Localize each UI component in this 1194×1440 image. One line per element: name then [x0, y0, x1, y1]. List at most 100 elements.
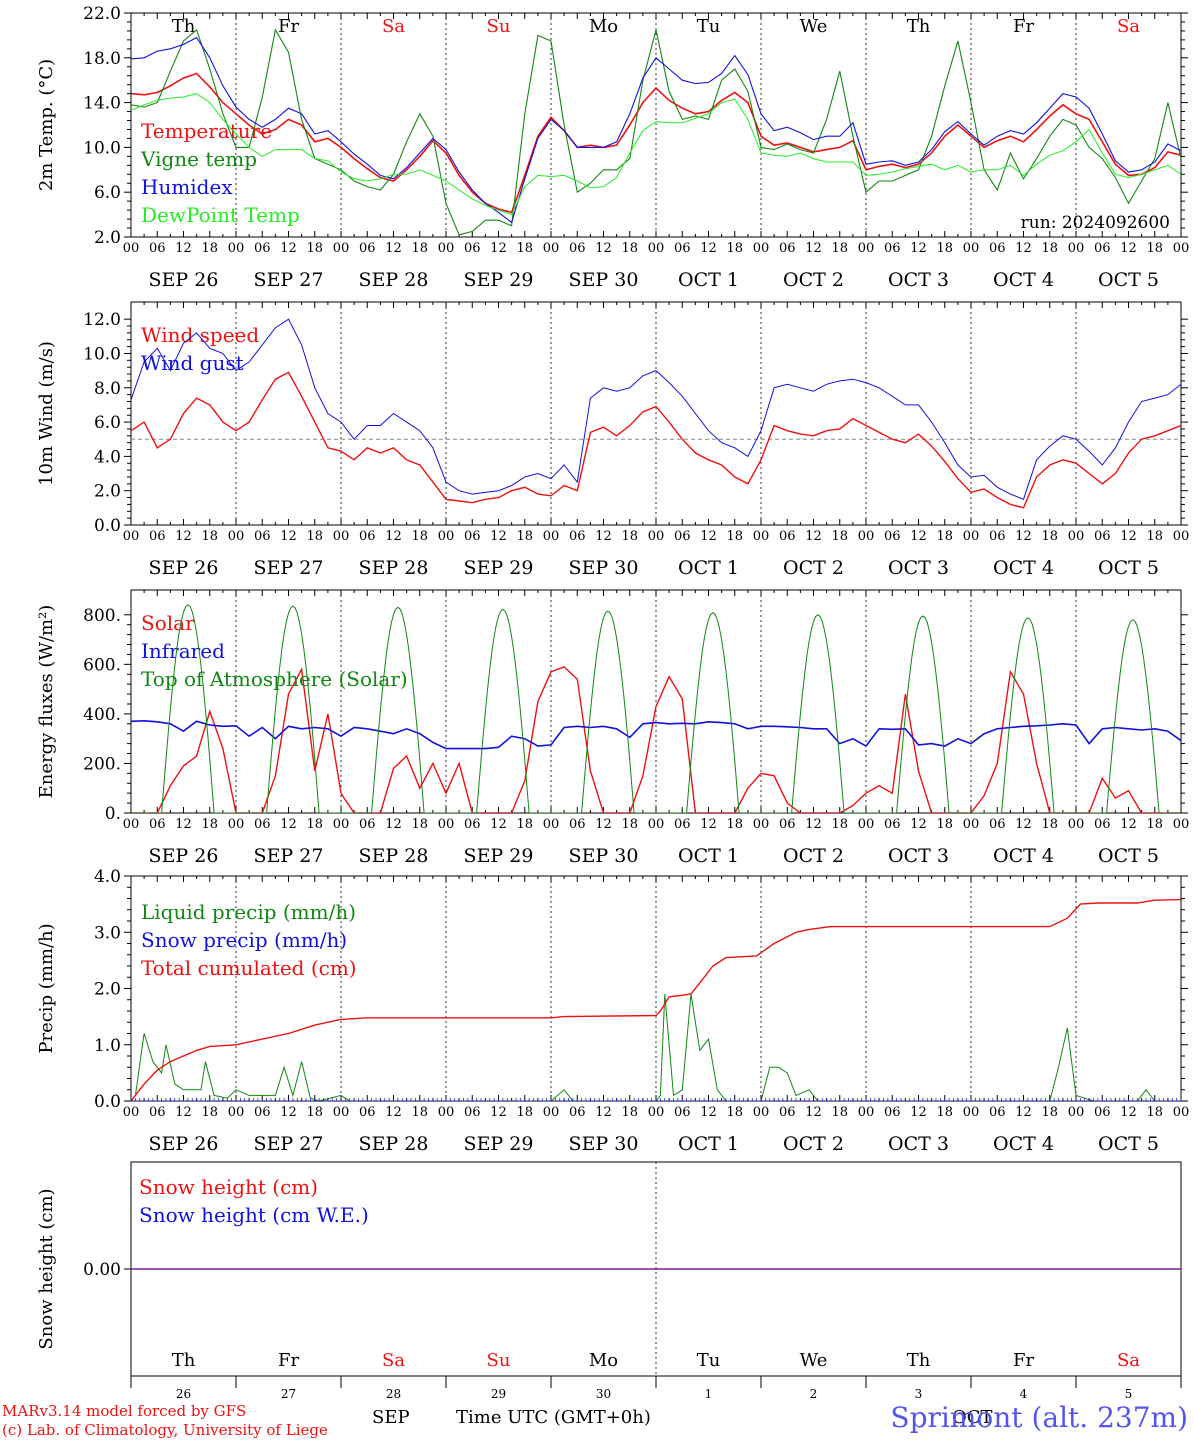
- date-number: 4: [1020, 1387, 1028, 1401]
- hour-tick-label: 12: [1015, 1105, 1032, 1120]
- series-line-1: [131, 318, 1181, 500]
- weekday-label: Fr: [278, 16, 299, 37]
- date-label: SEP 30: [569, 845, 639, 867]
- weekday-label: Tu: [697, 1350, 721, 1371]
- date-label: SEP 30: [569, 269, 639, 291]
- hour-tick-label: 06: [464, 529, 481, 544]
- month-label-sep: SEP: [372, 1407, 410, 1428]
- hour-tick-label: 06: [1094, 817, 1111, 832]
- legend-entry: Humidex: [141, 175, 233, 199]
- hour-tick-label: 12: [805, 529, 822, 544]
- date-label: OCT 2: [783, 557, 844, 579]
- hour-tick-label: 12: [175, 241, 192, 256]
- series-line-2: [131, 898, 1181, 1101]
- lab-credit: (c) Lab. of Climatology, University of L…: [2, 1421, 328, 1439]
- date-number: 3: [915, 1387, 923, 1401]
- date-label: SEP 29: [464, 1133, 534, 1155]
- hour-tick-label: 06: [359, 529, 376, 544]
- hour-tick-label: 12: [700, 817, 717, 832]
- date-label: SEP 26: [149, 269, 219, 291]
- time-axis-label: Time UTC (GMT+0h): [456, 1407, 651, 1428]
- legend-entry: Temperature: [141, 119, 272, 143]
- date-label: SEP 29: [464, 845, 534, 867]
- panel-3: 0.0 1.0 2.0 3.0 4.0 Precip (mm/h) 00 06 12 18 00 06…: [36, 867, 1189, 1155]
- date-label: OCT 3: [888, 1133, 949, 1155]
- hour-tick-label: 12: [385, 817, 402, 832]
- hour-tick-label: 06: [1094, 241, 1111, 256]
- hour-tick-label: 18: [1146, 1105, 1163, 1120]
- hour-tick-label: 06: [464, 1105, 481, 1120]
- panel-2: 0. 200. 400. 600. 800. Energy fluxes (W/m²) 00…: [36, 589, 1189, 867]
- hour-tick-label: 00: [963, 241, 980, 256]
- hour-tick-label: 06: [254, 817, 271, 832]
- hour-tick-label: 18: [831, 529, 848, 544]
- date-label: OCT 4: [993, 1133, 1054, 1155]
- hour-tick-label: 00: [438, 241, 455, 256]
- date-label: SEP 30: [569, 1133, 639, 1155]
- date-number: 26: [176, 1387, 191, 1401]
- hour-tick-label: 18: [306, 529, 323, 544]
- hour-tick-label: 00: [438, 817, 455, 832]
- hour-tick-label: 00: [858, 241, 875, 256]
- date-label: SEP 27: [254, 557, 324, 579]
- hour-tick-label: 00: [123, 1105, 140, 1120]
- hour-tick-label: 06: [779, 1105, 796, 1120]
- series-line-0: [131, 665, 1181, 813]
- hour-tick-label: 12: [490, 1105, 507, 1120]
- hour-tick-label: 12: [280, 241, 297, 256]
- date-label: OCT 2: [783, 269, 844, 291]
- y-axis-label: 10m Wind (m/s): [36, 341, 57, 486]
- hour-tick-label: 06: [359, 1105, 376, 1120]
- hour-tick-label: 18: [831, 817, 848, 832]
- hour-tick-label: 18: [201, 241, 218, 256]
- hour-tick-label: 00: [648, 529, 665, 544]
- hour-tick-label: 18: [1041, 1105, 1058, 1120]
- hour-tick-label: 00: [963, 529, 980, 544]
- y-tick-label: 0.0: [94, 516, 121, 536]
- hour-tick-label: 00: [543, 1105, 560, 1120]
- hour-tick-label: 18: [201, 817, 218, 832]
- date-label: SEP 30: [569, 557, 639, 579]
- hour-tick-label: 06: [779, 817, 796, 832]
- hour-tick-label: 12: [385, 1105, 402, 1120]
- y-axis-label: Snow height (cm): [36, 1188, 57, 1349]
- hour-tick-label: 12: [595, 529, 612, 544]
- legend-entry: Snow height (cm W.E.): [139, 1203, 369, 1227]
- hour-tick-label: 00: [228, 241, 245, 256]
- hour-tick-label: 12: [1015, 817, 1032, 832]
- hour-tick-label: 06: [569, 529, 586, 544]
- weekday-label: We: [800, 16, 828, 37]
- hour-tick-label: 00: [123, 529, 140, 544]
- hour-tick-label: 18: [516, 529, 533, 544]
- hour-tick-label: 06: [884, 529, 901, 544]
- footer: MARv3.14 model forced by GFS (c) Lab. of…: [2, 1401, 1188, 1439]
- y-tick-label: 18.0: [83, 49, 121, 69]
- hour-tick-label: 12: [175, 817, 192, 832]
- hour-tick-label: 06: [569, 817, 586, 832]
- date-label: SEP 29: [464, 557, 534, 579]
- hour-tick-label: 12: [595, 241, 612, 256]
- panel-1: 0.0 2.0 4.0 6.0 8.0 10.0 12.0 10m Wind (m/s) 00 0…: [36, 301, 1189, 579]
- date-label: SEP 29: [464, 269, 534, 291]
- hour-tick-label: 06: [254, 241, 271, 256]
- hour-tick-label: 18: [516, 817, 533, 832]
- hour-tick-label: 18: [411, 817, 428, 832]
- date-label: SEP 26: [149, 845, 219, 867]
- y-tick-label: 4.0: [94, 867, 121, 887]
- y-tick-label: 3.0: [94, 923, 121, 943]
- hour-tick-label: 12: [280, 1105, 297, 1120]
- series-line-0: [131, 371, 1181, 509]
- hour-tick-label: 12: [490, 241, 507, 256]
- hour-tick-label: 18: [1146, 817, 1163, 832]
- legend-entry: Liquid precip (mm/h): [141, 900, 356, 924]
- hour-tick-label: 12: [700, 241, 717, 256]
- hour-tick-label: 18: [306, 817, 323, 832]
- hour-tick-label: 12: [700, 1105, 717, 1120]
- series-line-2: [131, 36, 1181, 224]
- hour-tick-label: 06: [674, 241, 691, 256]
- y-tick-label: 0.0: [94, 1092, 121, 1112]
- hour-tick-label: 18: [516, 241, 533, 256]
- month-label-oct: OCT: [952, 1407, 993, 1428]
- date-label: SEP 26: [149, 1133, 219, 1155]
- y-tick-label: 6.0: [94, 183, 121, 203]
